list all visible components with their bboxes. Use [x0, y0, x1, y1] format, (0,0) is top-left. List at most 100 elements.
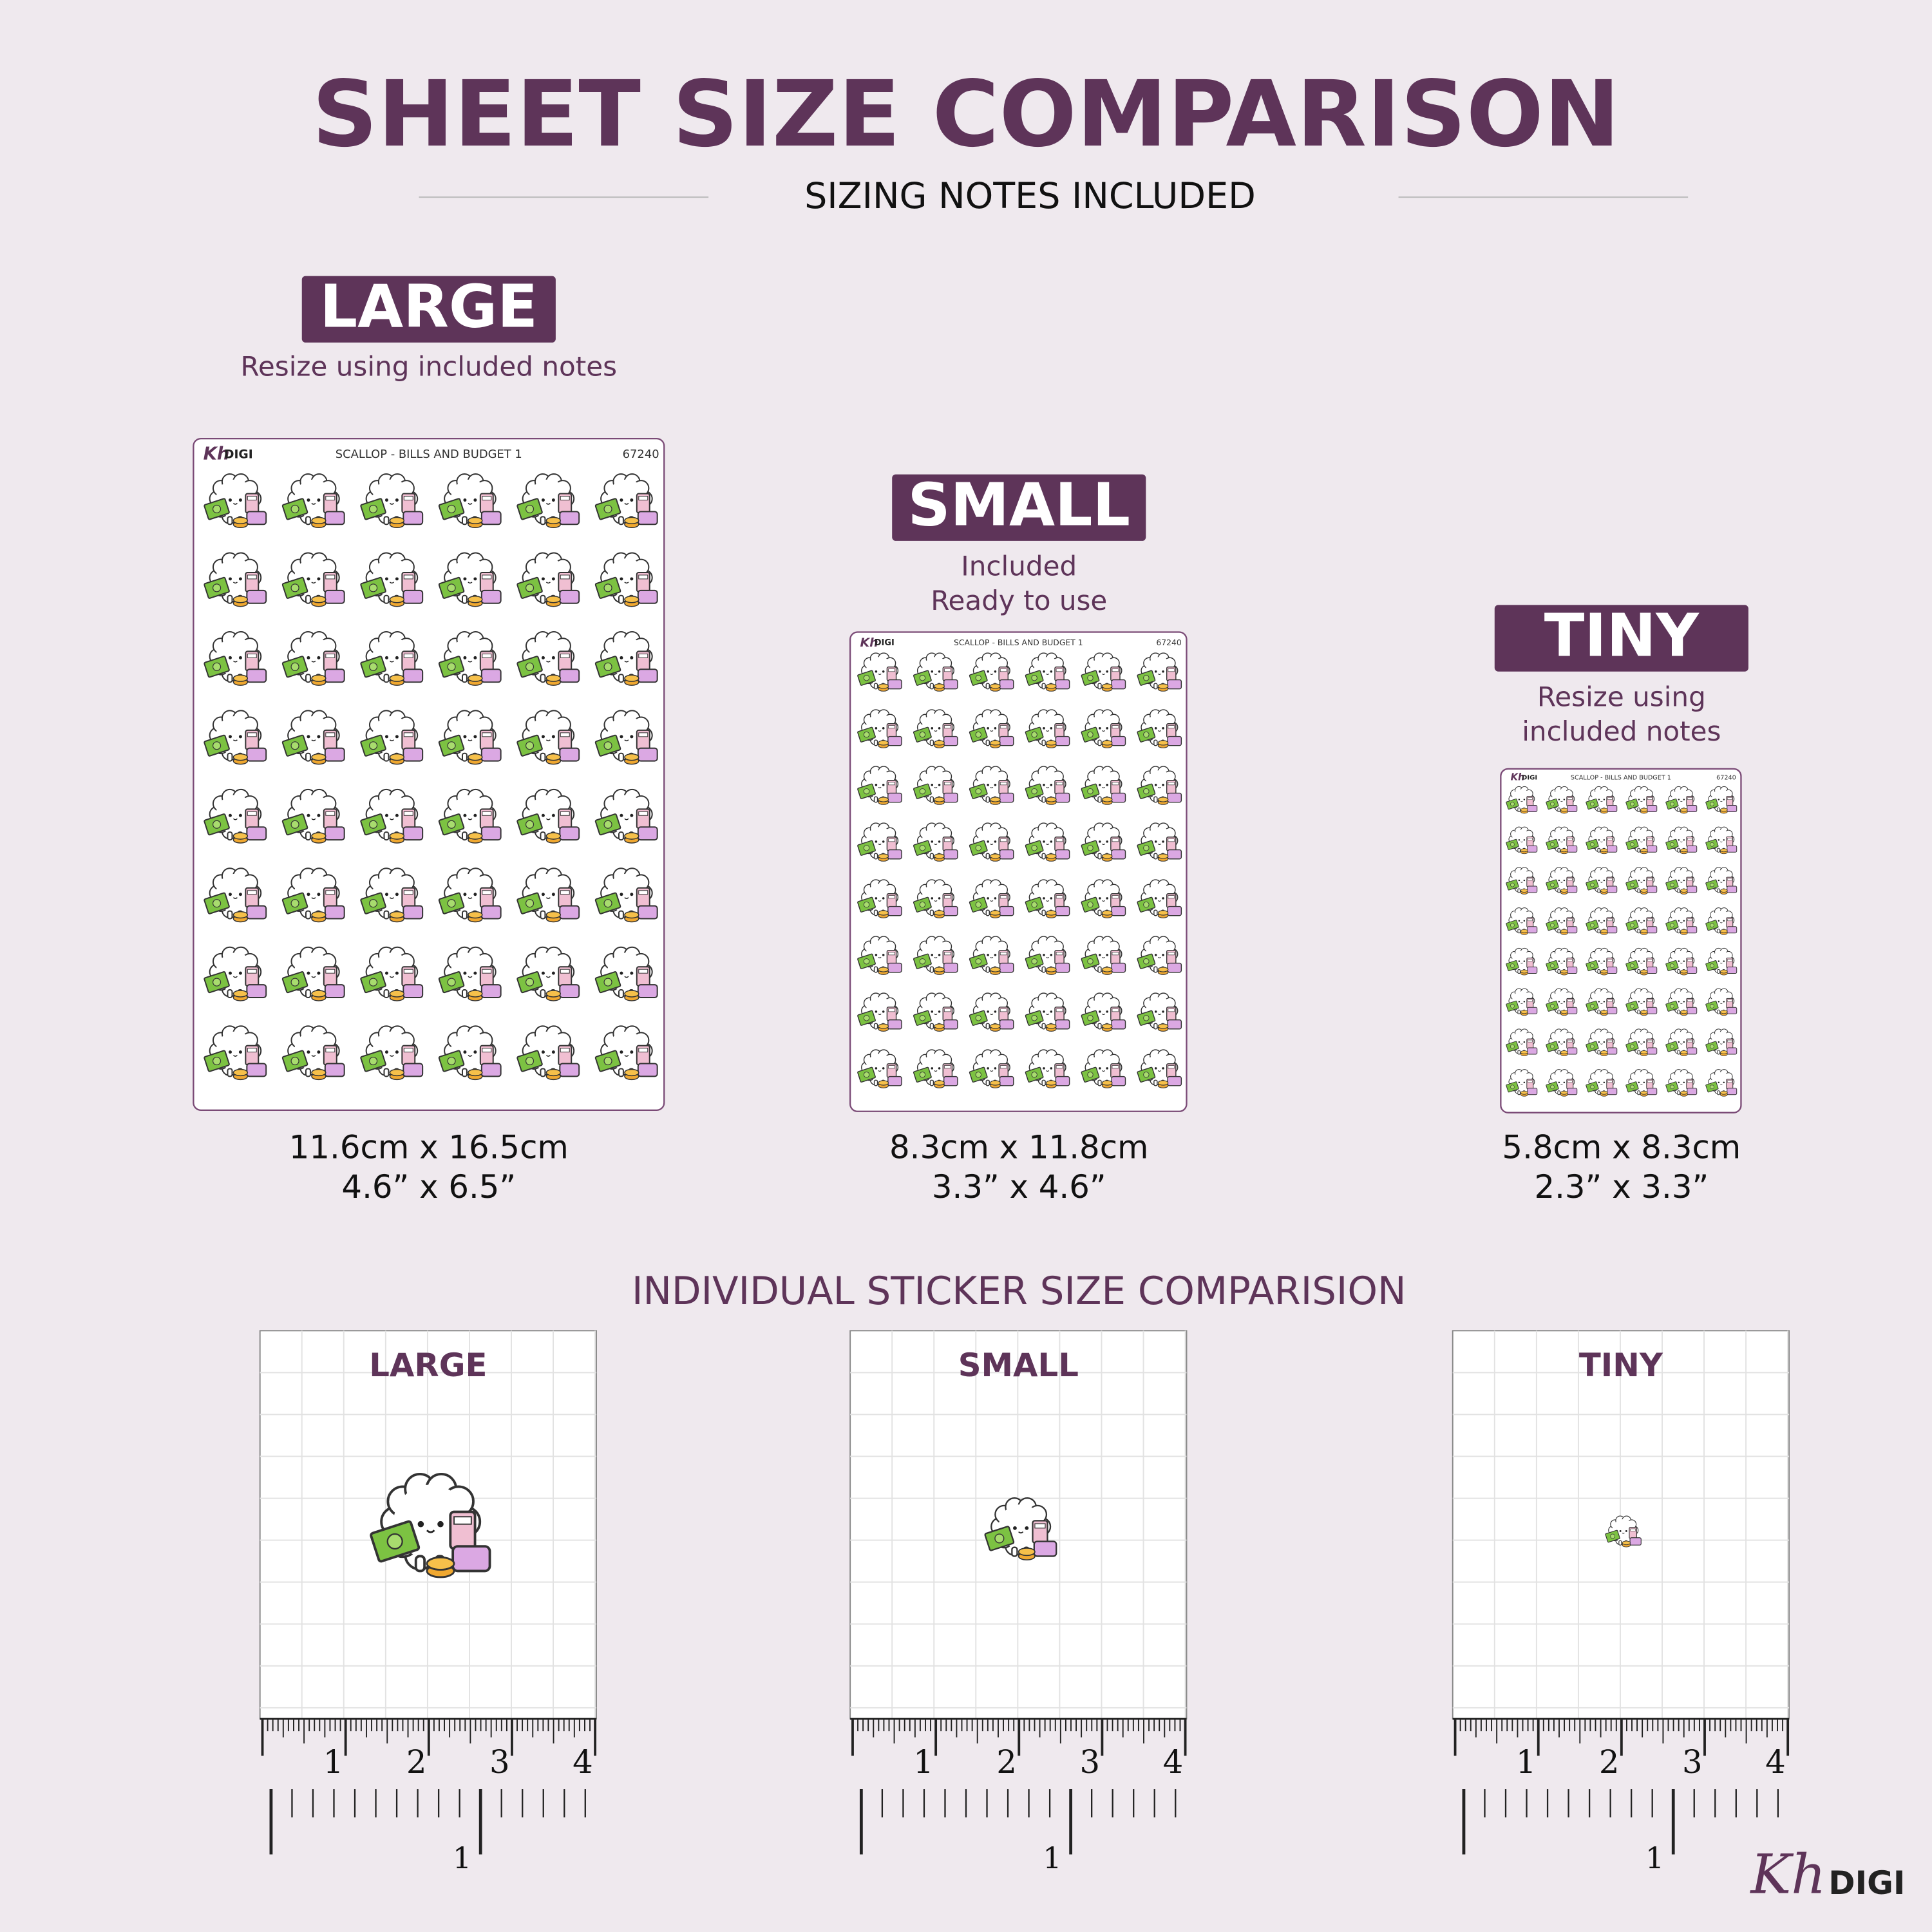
sticker [1137, 822, 1182, 862]
wallet [943, 1019, 958, 1030]
eye [1718, 920, 1720, 922]
calc-screen [247, 732, 257, 737]
smile [1600, 922, 1603, 923]
sticker [1506, 867, 1538, 895]
bill-coin [863, 732, 870, 738]
calc-screen [944, 895, 951, 899]
eye [317, 813, 321, 817]
coins [1600, 969, 1608, 974]
coins [545, 1068, 562, 1077]
sticker [857, 766, 902, 805]
sticker [281, 788, 345, 844]
bill-coin [447, 741, 456, 750]
wallet [637, 747, 658, 762]
bill-coin [1590, 842, 1595, 847]
leg [1097, 966, 1102, 973]
eye [620, 1050, 623, 1054]
leg [618, 516, 624, 526]
size-badge [892, 474, 1146, 541]
eye [931, 1067, 934, 1070]
coins [934, 853, 945, 859]
wallet [1687, 805, 1698, 812]
smile [545, 582, 551, 584]
coins [232, 596, 249, 603]
sticker [281, 710, 345, 765]
size-note: included notes [1522, 715, 1721, 747]
wallet [999, 849, 1014, 860]
coins [1719, 969, 1728, 974]
sticker [204, 946, 267, 1001]
bill-coin [525, 1056, 535, 1066]
eye [1643, 1081, 1645, 1084]
leg [618, 674, 624, 683]
calc-screen [325, 1048, 336, 1053]
coins [990, 1023, 1001, 1029]
wallet [559, 905, 580, 920]
coins [1157, 967, 1169, 972]
bill-coin [975, 675, 981, 681]
sticker [516, 473, 580, 529]
sticker [1025, 709, 1070, 748]
eye [1598, 1081, 1600, 1084]
bill-coin [1670, 842, 1674, 847]
sheet-code: 67240 [1156, 638, 1181, 647]
leg [1557, 1009, 1560, 1014]
wallet [1567, 967, 1578, 974]
smile [1640, 800, 1643, 802]
leg [985, 966, 990, 973]
coins [934, 740, 945, 746]
wallet [1607, 1047, 1618, 1055]
eye [1043, 670, 1045, 673]
leg [929, 853, 934, 860]
bill-coin [603, 504, 612, 513]
leg [618, 910, 624, 920]
logo-text: DIGI [1828, 1864, 1905, 1902]
coins [1101, 910, 1113, 916]
bill-coin [525, 504, 535, 513]
metric-size: 8.3cm x 11.8cm [889, 1129, 1148, 1166]
bill-coin [863, 1015, 870, 1021]
smile [1102, 730, 1106, 732]
eye [1558, 799, 1560, 800]
sticker [1586, 988, 1618, 1016]
calc-screen [1056, 1009, 1063, 1012]
wallet [637, 905, 658, 920]
eye [238, 971, 242, 975]
wallet [559, 511, 580, 526]
calc-screen [638, 890, 649, 895]
calc-screen [888, 668, 895, 672]
eye [1518, 799, 1520, 800]
bill-coin [863, 902, 870, 908]
wallet [324, 589, 345, 604]
eye [463, 893, 467, 896]
calc-screen [1168, 895, 1175, 899]
eye [1723, 799, 1725, 800]
sticker [1705, 867, 1738, 895]
sheet-brand: DIGI [875, 638, 895, 648]
bill-coin [447, 978, 456, 987]
bill-coin [1630, 882, 1634, 887]
sticker [1625, 1028, 1658, 1056]
wallet [402, 984, 424, 998]
eye [1563, 799, 1566, 800]
calc-screen [999, 838, 1007, 842]
coins [1520, 808, 1528, 812]
eye [384, 577, 388, 581]
leg [227, 752, 233, 762]
calc-screen [1727, 1080, 1732, 1083]
bill-coin [290, 978, 299, 987]
coins [1520, 848, 1528, 853]
eye [1723, 839, 1725, 841]
coins [1719, 848, 1728, 853]
coins [878, 1023, 889, 1029]
eye [541, 893, 545, 896]
eye [1683, 960, 1685, 962]
wallet [559, 589, 580, 604]
bill-coin [1031, 1072, 1037, 1078]
calc-screen [944, 1065, 951, 1069]
panel-label: LARGE [369, 1347, 487, 1384]
eye [238, 577, 242, 581]
wallet [1055, 962, 1070, 973]
eye [395, 656, 399, 659]
coins [1560, 848, 1568, 853]
